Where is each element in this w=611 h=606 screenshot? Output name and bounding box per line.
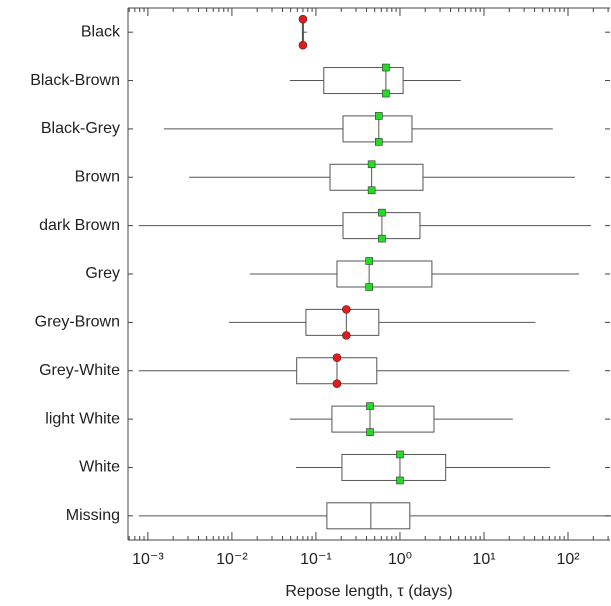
median-marker bbox=[378, 208, 386, 217]
median-marker bbox=[366, 402, 374, 410]
x-tick-label: 10⁻³ bbox=[132, 551, 164, 568]
x-tick-label: 10² bbox=[556, 551, 580, 568]
box bbox=[326, 502, 411, 530]
x-tick-label: 10⁻¹ bbox=[300, 551, 332, 568]
box bbox=[329, 163, 424, 191]
box bbox=[331, 405, 435, 433]
y-tick-label: light White bbox=[45, 410, 120, 427]
median-marker bbox=[332, 379, 342, 389]
median-marker bbox=[367, 186, 376, 195]
median-marker bbox=[382, 63, 390, 72]
y-tick-label: Black bbox=[81, 23, 121, 40]
box bbox=[305, 308, 380, 336]
box bbox=[336, 260, 433, 288]
median-marker bbox=[382, 89, 390, 98]
median-marker bbox=[365, 257, 373, 265]
median-marker bbox=[332, 353, 342, 363]
y-tick-label: White bbox=[79, 459, 120, 476]
box bbox=[323, 67, 404, 95]
median-marker bbox=[298, 14, 308, 24]
x-tick-label: 10¹ bbox=[472, 551, 495, 568]
median-marker bbox=[396, 450, 404, 459]
x-tick-label: 10⁰ bbox=[388, 551, 412, 568]
x-tick-label: 10⁻² bbox=[216, 551, 248, 568]
median-marker bbox=[298, 40, 308, 50]
y-tick-label: dark Brown bbox=[39, 217, 120, 234]
y-tick-label: Brown bbox=[75, 168, 120, 185]
median-marker bbox=[378, 234, 386, 243]
median-marker bbox=[375, 138, 383, 146]
median-marker bbox=[367, 160, 376, 169]
y-tick-label: Grey bbox=[85, 265, 120, 282]
y-tick-label: Black-Grey bbox=[41, 120, 120, 137]
median-marker bbox=[365, 283, 373, 291]
box bbox=[341, 453, 447, 481]
box bbox=[342, 115, 413, 143]
y-tick-label: Missing bbox=[66, 507, 120, 524]
plot-area bbox=[138, 18, 611, 530]
median-marker bbox=[396, 476, 404, 485]
x-axis-label: Repose length, τ (days) bbox=[285, 583, 452, 600]
median-marker bbox=[342, 305, 351, 314]
median-marker bbox=[366, 428, 374, 436]
y-tick-label: Black-Brown bbox=[30, 72, 120, 89]
median-marker bbox=[342, 331, 351, 340]
median-marker bbox=[375, 112, 383, 120]
y-tick-label: Grey-White bbox=[39, 362, 120, 379]
y-tick-label: Grey-Brown bbox=[35, 314, 120, 331]
